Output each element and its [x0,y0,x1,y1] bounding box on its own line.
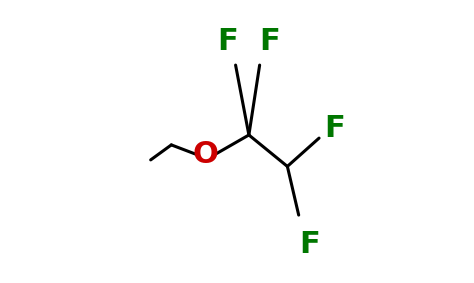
Text: F: F [324,114,345,143]
Text: F: F [300,230,320,259]
Text: F: F [259,27,280,56]
Text: F: F [218,27,238,56]
Text: O: O [193,140,219,169]
